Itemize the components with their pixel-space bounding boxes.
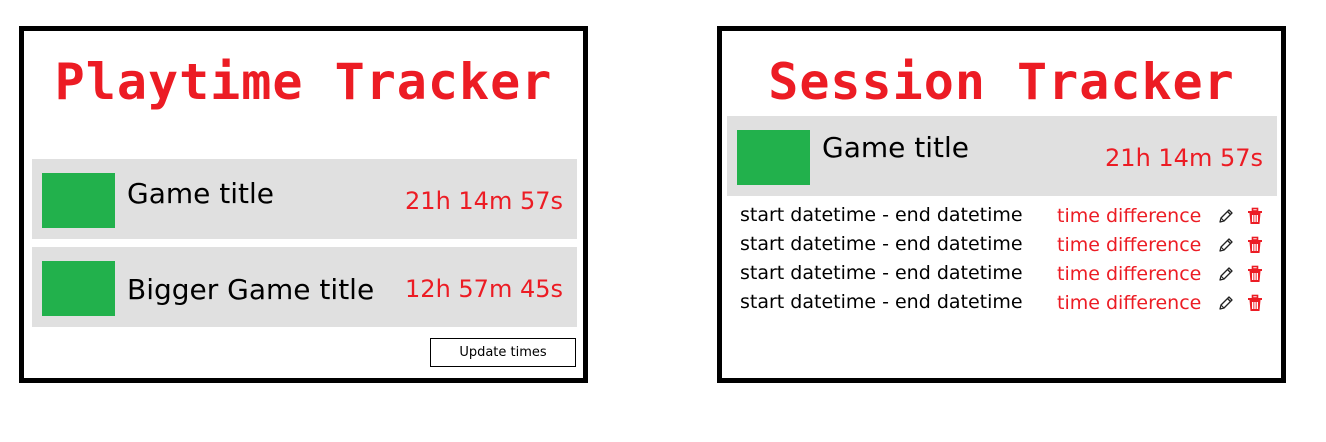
trash-icon[interactable] bbox=[1246, 294, 1264, 312]
game-thumbnail bbox=[737, 130, 810, 185]
pencil-icon[interactable] bbox=[1217, 265, 1235, 283]
game-thumbnail bbox=[42, 261, 115, 316]
game-playtime: 21h 14m 57s bbox=[1105, 144, 1263, 172]
session-duration: time difference bbox=[1057, 263, 1202, 285]
update-times-button[interactable]: Update times bbox=[430, 338, 576, 367]
pencil-icon[interactable] bbox=[1217, 236, 1235, 254]
game-row[interactable]: Game title 21h 14m 57s bbox=[32, 159, 577, 239]
game-title: Game title bbox=[822, 131, 969, 164]
game-playtime: 12h 57m 45s bbox=[405, 275, 563, 303]
session-range: start datetime - end datetime bbox=[740, 262, 1023, 284]
game-row[interactable]: Bigger Game title 12h 57m 45s bbox=[32, 247, 577, 327]
trash-icon[interactable] bbox=[1246, 236, 1264, 254]
pencil-icon[interactable] bbox=[1217, 207, 1235, 225]
selected-game-row: Game title 21h 14m 57s bbox=[727, 116, 1277, 196]
session-range: start datetime - end datetime bbox=[740, 291, 1023, 313]
session-duration: time difference bbox=[1057, 205, 1202, 227]
session-range: start datetime - end datetime bbox=[740, 204, 1023, 226]
trash-icon[interactable] bbox=[1246, 265, 1264, 283]
session-item: start datetime - end datetime time diffe… bbox=[740, 233, 1265, 262]
trash-icon[interactable] bbox=[1246, 207, 1264, 225]
session-duration: time difference bbox=[1057, 234, 1202, 256]
session-duration: time difference bbox=[1057, 292, 1202, 314]
playtime-tracker-title: Playtime Tracker bbox=[54, 53, 553, 111]
pencil-icon[interactable] bbox=[1217, 294, 1235, 312]
session-item: start datetime - end datetime time diffe… bbox=[740, 291, 1265, 320]
game-playtime: 21h 14m 57s bbox=[405, 187, 563, 215]
game-title: Game title bbox=[127, 177, 274, 210]
session-range: start datetime - end datetime bbox=[740, 233, 1023, 255]
session-tracker-panel: Session Tracker Game title 21h 14m 57s s… bbox=[717, 26, 1286, 383]
game-title: Bigger Game title bbox=[127, 273, 375, 306]
session-item: start datetime - end datetime time diffe… bbox=[740, 204, 1265, 233]
game-thumbnail bbox=[42, 173, 115, 228]
session-item: start datetime - end datetime time diffe… bbox=[740, 262, 1265, 291]
session-tracker-title: Session Tracker bbox=[768, 53, 1235, 111]
playtime-tracker-panel: Playtime Tracker Game title 21h 14m 57s … bbox=[19, 26, 588, 383]
session-list: start datetime - end datetime time diffe… bbox=[740, 204, 1265, 320]
